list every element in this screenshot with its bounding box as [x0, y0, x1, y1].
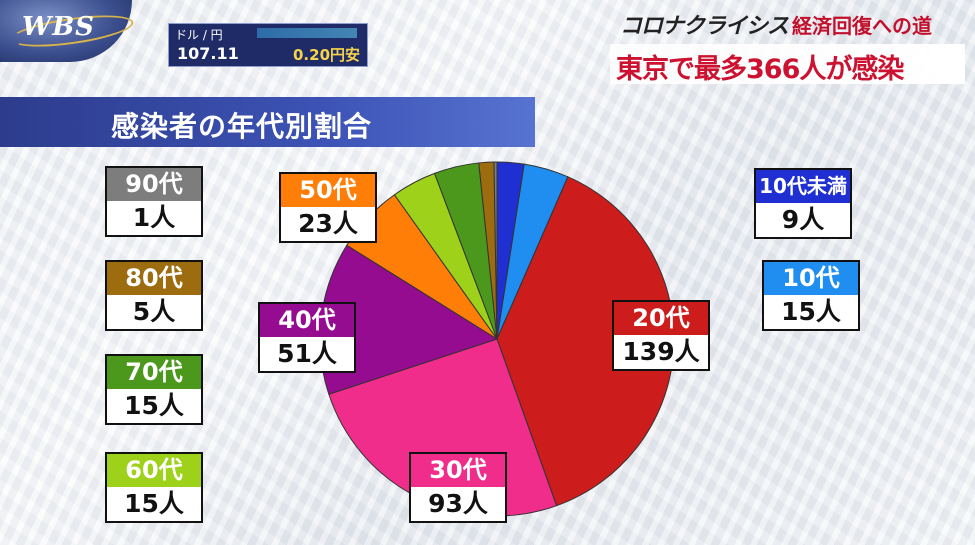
slice-label-5: 50代 23人 — [279, 172, 377, 243]
slice-label-0: 10代未満 9人 — [754, 168, 852, 239]
slice-name-3: 30代 — [411, 454, 505, 487]
slice-name-2: 20代 — [614, 302, 708, 335]
fx-change: 0.20円安 — [293, 46, 361, 64]
slice-value-6: 15人 — [107, 487, 201, 521]
slice-name-1: 10代 — [764, 262, 858, 295]
series-banner: コロナクライシス 経済回復への道 — [620, 8, 970, 42]
slice-name-0: 10代未満 — [756, 170, 850, 203]
series-title: コロナクライシス — [620, 14, 789, 39]
slice-label-6: 60代 15人 — [105, 452, 203, 523]
fx-label: ドル / 円 — [175, 28, 223, 42]
slice-value-2: 139人 — [614, 335, 708, 369]
slice-name-5: 50代 — [281, 174, 375, 207]
slice-name-9: 90代 — [107, 168, 201, 201]
pie-slice-9 — [493, 161, 498, 340]
slice-value-8: 5人 — [107, 295, 201, 329]
slice-value-9: 1人 — [107, 201, 201, 235]
slice-name-8: 80代 — [107, 262, 201, 295]
fx-ticker: ドル / 円 107.11 0.20円安 — [168, 23, 368, 67]
ticker-highlight — [257, 28, 357, 38]
series-subtitle: 経済回復への道 — [792, 14, 932, 38]
slice-name-6: 60代 — [107, 454, 201, 487]
slice-name-7: 70代 — [107, 356, 201, 389]
headline-banner: 東京で最多366人が感染 — [610, 44, 965, 85]
headline-text: 東京で最多366人が感染 — [616, 54, 904, 85]
slice-value-5: 23人 — [281, 207, 375, 241]
slice-value-7: 15人 — [107, 389, 201, 423]
slice-label-7: 70代 15人 — [105, 354, 203, 425]
slice-label-8: 80代 5人 — [105, 260, 203, 331]
slice-value-1: 15人 — [764, 295, 858, 329]
slice-value-0: 9人 — [756, 203, 850, 237]
slice-value-4: 51人 — [260, 337, 354, 371]
slice-name-4: 40代 — [260, 304, 354, 337]
slice-label-1: 10代 15人 — [762, 260, 860, 331]
slice-label-4: 40代 51人 — [258, 302, 356, 373]
slice-label-2: 20代 139人 — [612, 300, 710, 371]
logo-text: WBS — [22, 12, 95, 42]
slice-value-3: 93人 — [411, 487, 505, 521]
fx-rate: 107.11 — [177, 44, 239, 63]
chart-title-band: 感染者の年代別割合 — [0, 97, 535, 147]
slice-label-9: 90代 1人 — [105, 166, 203, 237]
slice-label-3: 30代 93人 — [409, 452, 507, 523]
chart-title: 感染者の年代別割合 — [111, 110, 373, 143]
